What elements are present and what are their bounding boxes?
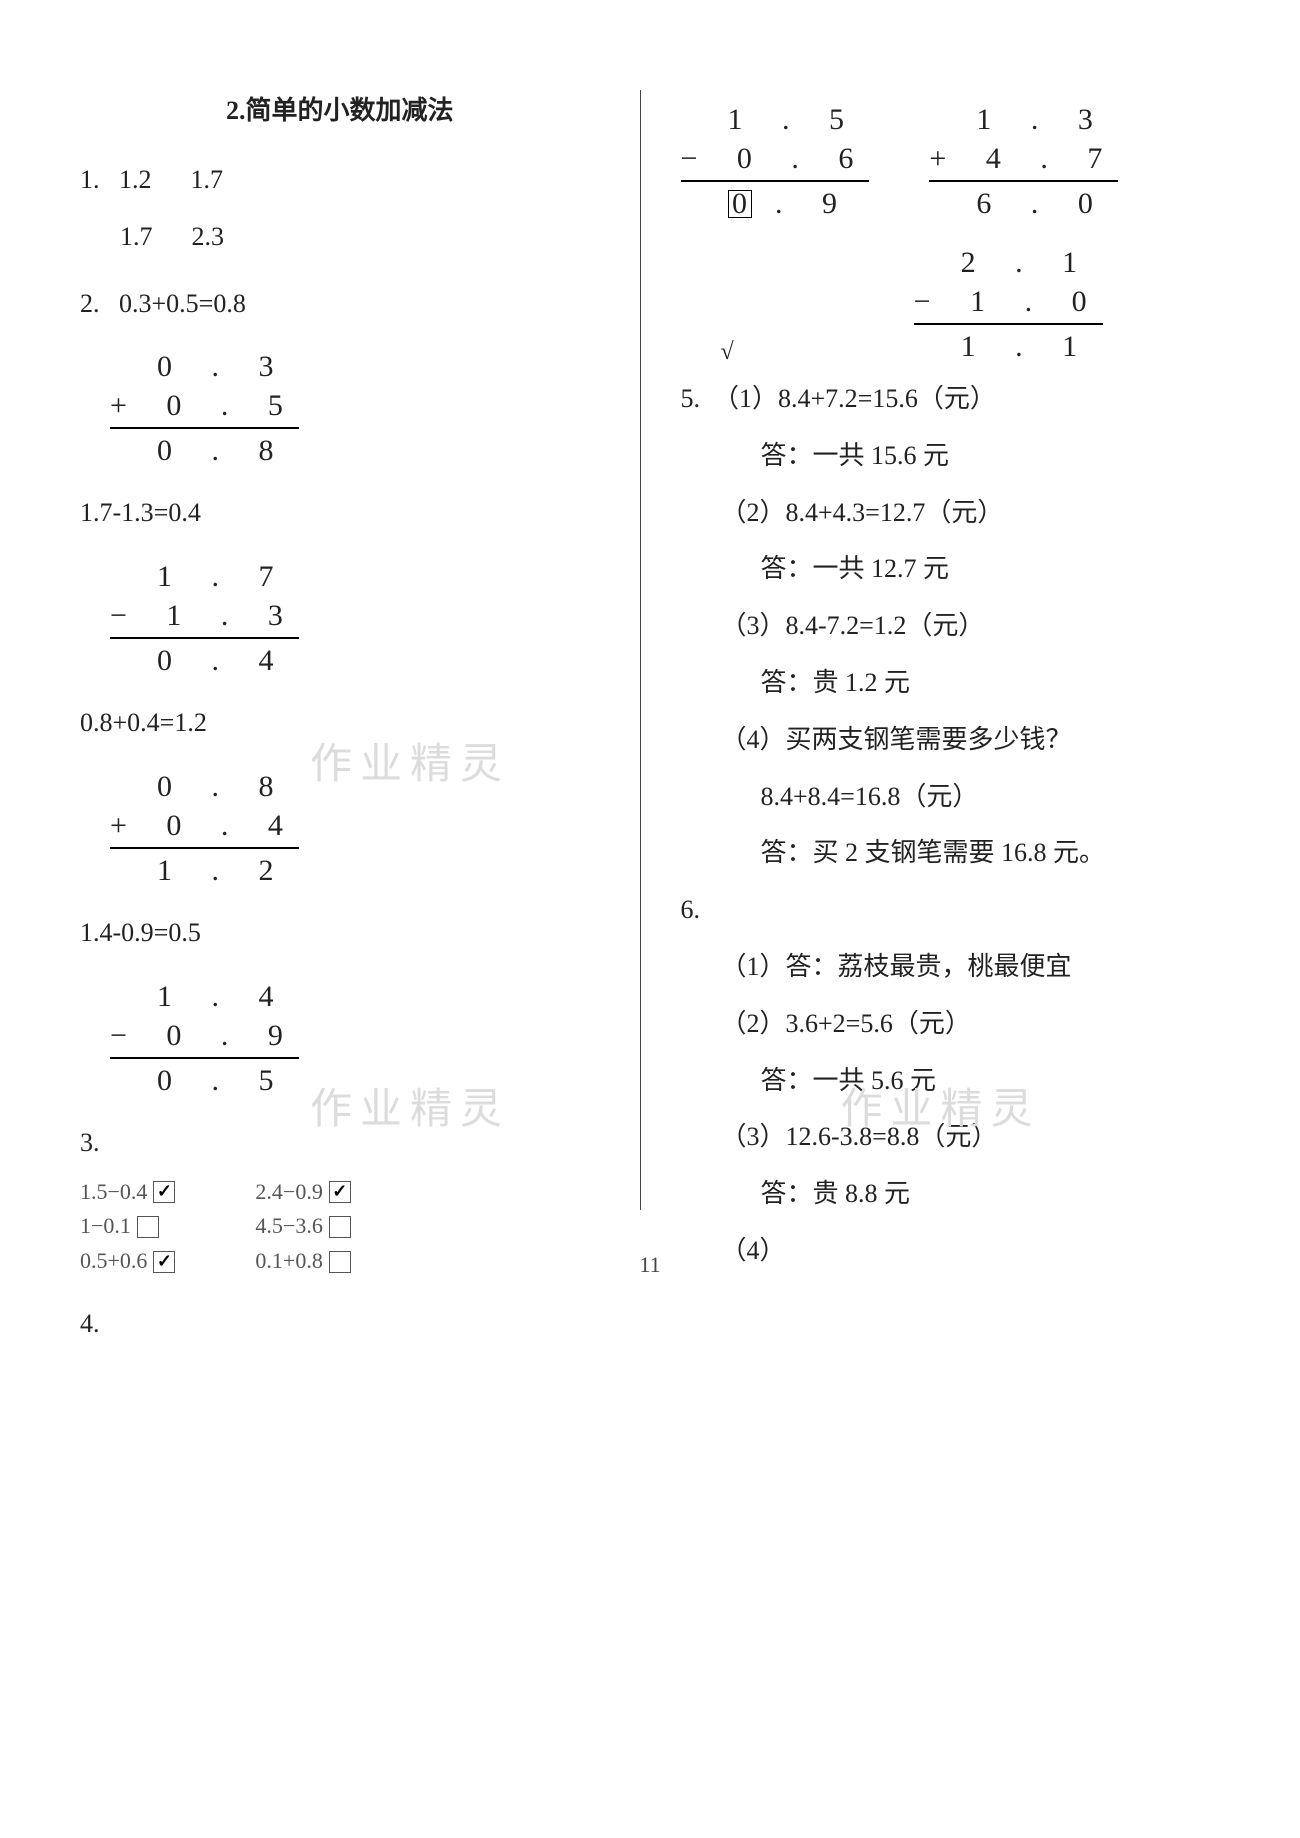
q1-a: 1.2: [119, 165, 152, 194]
v1-b: 0 . 5: [166, 389, 299, 422]
v6-a: 1 . 3: [976, 103, 1109, 136]
v6-sign: +: [929, 142, 962, 175]
v3-b: 0 . 4: [166, 809, 299, 842]
v4-sign: −: [110, 1019, 143, 1052]
q5-p1-eq: （1）8.4+7.2=15.6（元）: [713, 384, 996, 413]
q3-text: 1.5−0.4: [80, 1177, 147, 1208]
q5-p4-q: （4）买两支钢笔需要多少钱？: [721, 717, 1201, 764]
q5-label: 5.: [681, 384, 701, 413]
q6-p1: （1）答：荔枝最贵，桃最便宜: [721, 944, 1201, 991]
eq4: 1.4-0.9=0.5: [80, 910, 600, 957]
v4-r: 0 . 5: [157, 1064, 290, 1097]
q5-p2-ans: 答：一共 12.7 元: [761, 546, 1201, 593]
v3-sign: +: [110, 809, 143, 842]
q2: 2. 0.3+0.5=0.8: [80, 281, 600, 328]
eq3: 0.8+0.4=1.2: [80, 700, 600, 747]
vertical-calc-7: 2 . 1 − 1 . 0 1 . 1: [914, 243, 1103, 366]
q3-label: 3.: [80, 1120, 600, 1167]
q1-row2: 1.7 2.3: [120, 214, 600, 261]
vertical-calc-3: 0 . 8 + 0 . 4 1 . 2: [110, 767, 299, 890]
page-number: 11: [0, 1252, 1300, 1278]
q6-p2-ans: 答：一共 5.6 元: [761, 1058, 1201, 1105]
eq2: 1.7-1.3=0.4: [80, 490, 600, 537]
v5-a: 1 . 5: [728, 103, 861, 136]
q2-eq: 0.3+0.5=0.8: [119, 289, 246, 318]
v2-r: 0 . 4: [157, 644, 290, 677]
vertical-calc-4: 1 . 4 − 0 . 9 0 . 5: [110, 977, 299, 1100]
q5-p3-eq: （3）8.4-7.2=1.2（元）: [721, 603, 1201, 650]
v2-sign: −: [110, 599, 143, 632]
q5: 5. （1）8.4+7.2=15.6（元）: [681, 376, 1201, 423]
checkbox-icon: [329, 1216, 351, 1238]
v7-b: 1 . 0: [970, 285, 1103, 318]
q5-p2-eq: （2）8.4+4.3=12.7（元）: [721, 490, 1201, 537]
q5-p4-ans: 答：买 2 支钢笔需要 16.8 元。: [761, 830, 1201, 877]
q6-p3-ans: 答：贵 8.8 元: [761, 1171, 1201, 1218]
checkbox-icon: ✓: [153, 1181, 175, 1203]
q1-label: 1.: [80, 165, 100, 194]
q6-label: 6.: [681, 887, 1201, 934]
checkbox-icon: ✓: [329, 1181, 351, 1203]
v2-a: 1 . 7: [157, 560, 290, 593]
vertical-calc-1: 0 . 3 + 0 . 5 0 . 8: [110, 347, 299, 470]
q4-label: 4.: [80, 1301, 600, 1348]
q3-item: 1−0.1: [80, 1211, 175, 1242]
v1-sign: +: [110, 389, 143, 422]
q3-item: 2.4−0.9 ✓: [255, 1177, 350, 1208]
section-title: 2.简单的小数加减法: [80, 90, 600, 127]
q3-text: 4.5−3.6: [255, 1211, 322, 1242]
q2-label: 2.: [80, 289, 100, 318]
vertical-calc-6: 1 . 3 + 4 . 7 6 . 0: [929, 100, 1118, 223]
left-column: 2.简单的小数加减法 1. 1.2 1.7 1.7 2.3 2. 0.3+0.5…: [80, 90, 641, 1210]
q5-p3-ans: 答：贵 1.2 元: [761, 660, 1201, 707]
v4-a: 1 . 4: [157, 980, 290, 1013]
vertical-calc-group: 1 . 5 − 0 . 6 0 . 9 1 . 3 + 4 . 7 6 . 0: [681, 90, 1201, 243]
v5-sign: −: [681, 142, 714, 175]
answer-box: 0: [728, 190, 752, 218]
q5-p1-ans: 答：一共 15.6 元: [761, 433, 1201, 480]
check-mark: √: [721, 339, 734, 366]
q3-item: 4.5−3.6: [255, 1211, 350, 1242]
v5-rtail: . 9: [752, 187, 854, 220]
v7-a: 2 . 1: [961, 246, 1094, 279]
vertical-calc-5: 1 . 5 − 0 . 6 0 . 9: [681, 100, 870, 223]
page: 2.简单的小数加减法 1. 1.2 1.7 1.7 2.3 2. 0.3+0.5…: [0, 0, 1300, 1250]
vertical-calc-2: 1 . 7 − 1 . 3 0 . 4: [110, 557, 299, 680]
v4-b: 0 . 9: [166, 1019, 299, 1052]
checkbox-icon: [137, 1216, 159, 1238]
v7-sign: −: [914, 285, 947, 318]
v5-b: 0 . 6: [737, 142, 870, 175]
v7-r: 1 . 1: [961, 330, 1094, 363]
q6-p2-eq: （2）3.6+2=5.6（元）: [721, 1001, 1201, 1048]
q1-b: 1.7: [191, 165, 224, 194]
v3-a: 0 . 8: [157, 770, 290, 803]
v1-r: 0 . 8: [157, 434, 290, 467]
v3-r: 1 . 2: [157, 854, 290, 887]
v1-a: 0 . 3: [157, 350, 290, 383]
q3-item: 1.5−0.4 ✓: [80, 1177, 175, 1208]
q1-d: 2.3: [192, 222, 225, 251]
q1-c: 1.7: [120, 222, 153, 251]
q3-text: 2.4−0.9: [255, 1177, 322, 1208]
q6-p3-eq: （3）12.6-3.8=8.8（元）: [721, 1114, 1201, 1161]
v6-r: 6 . 0: [976, 187, 1109, 220]
v6-b: 4 . 7: [986, 142, 1119, 175]
q3-text: 1−0.1: [80, 1211, 131, 1242]
v2-b: 1 . 3: [166, 599, 299, 632]
q1-row1: 1. 1.2 1.7: [80, 157, 600, 204]
q5-p4-eq: 8.4+8.4=16.8（元）: [761, 774, 1201, 821]
right-column: 1 . 5 − 0 . 6 0 . 9 1 . 3 + 4 . 7 6 . 0 …: [641, 90, 1221, 1210]
